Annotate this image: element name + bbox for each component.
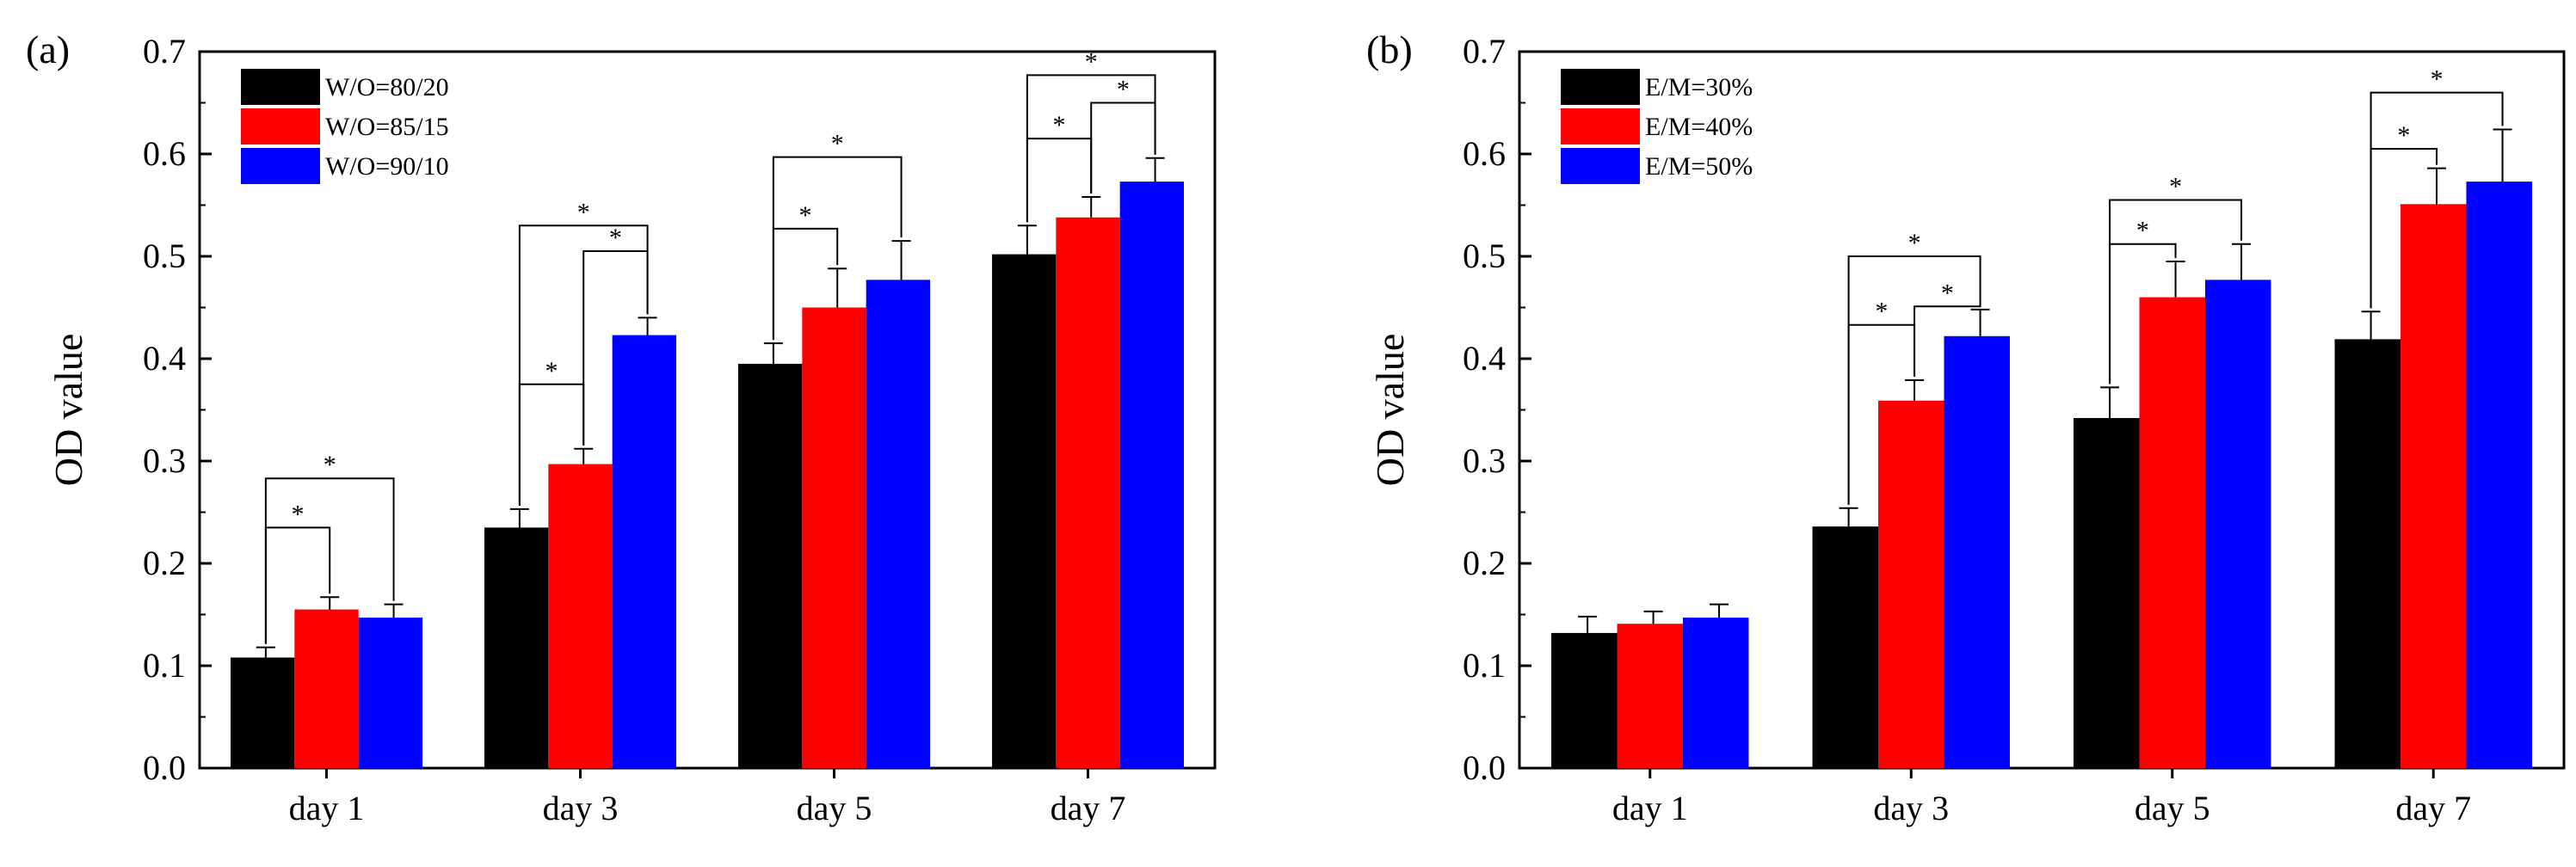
bar — [802, 307, 866, 768]
x-tick-label: day 1 — [289, 789, 365, 827]
y-tick-label: 0.1 — [143, 646, 186, 685]
bar — [991, 254, 1057, 768]
significance-bracket — [2370, 148, 2438, 309]
y-axis-title: OD value — [1368, 334, 1412, 487]
bar — [1617, 624, 1683, 768]
y-tick-label: 0.2 — [143, 544, 186, 582]
bar — [737, 363, 803, 768]
legend-swatch — [1561, 108, 1640, 144]
legend-label: W/O=90/10 — [325, 152, 449, 181]
significance-star: * — [2397, 121, 2410, 150]
x-tick-label: day 7 — [2395, 789, 2471, 827]
legend-swatch — [1561, 69, 1640, 105]
bar — [294, 609, 359, 768]
y-tick-label: 0.4 — [1463, 339, 1506, 378]
panel-label: (a) — [26, 28, 70, 71]
x-tick-label: day 1 — [1612, 789, 1688, 827]
significance-bracket — [582, 250, 649, 446]
x-tick-label: day 5 — [797, 789, 872, 827]
significance-star: * — [2431, 65, 2444, 94]
legend-label: W/O=80/20 — [325, 73, 449, 101]
chart-panel-b: 0.0 0.1 0.2 0.3 0.4 0.5 0.6 0.7 day 1 day 3 day 5 d… — [1366, 28, 2566, 827]
significance-star: * — [577, 198, 590, 226]
legend-label: E/M=50% — [1645, 152, 1753, 181]
y-axis-title: OD value — [46, 334, 90, 487]
significance-bracket — [2109, 243, 2177, 384]
bar — [2466, 181, 2532, 768]
significance-star: * — [1908, 229, 1921, 257]
bar — [358, 618, 423, 768]
bar — [2074, 418, 2140, 768]
significance-star: * — [292, 500, 305, 528]
bar — [866, 280, 931, 768]
bar — [1056, 217, 1120, 768]
significance-bracket — [264, 526, 331, 644]
significance-bracket — [1090, 101, 1156, 194]
bar — [1682, 618, 1749, 768]
y-tick-label: 0.5 — [143, 237, 186, 275]
y-tick-label: 0.5 — [1463, 237, 1506, 275]
bar — [2139, 297, 2205, 769]
bar — [484, 527, 549, 768]
y-tick-label: 0.3 — [143, 441, 186, 480]
y-tick-label: 0.7 — [1463, 32, 1506, 71]
legend-label: W/O=85/15 — [325, 113, 449, 141]
significance-star: * — [799, 201, 812, 230]
bar — [612, 335, 677, 768]
bar — [230, 657, 295, 768]
significance-star: * — [1941, 279, 1954, 307]
y-tick-label: 0.4 — [143, 339, 186, 378]
y-tick-label: 0.3 — [1463, 441, 1506, 480]
x-tick-label: day 7 — [1051, 789, 1126, 827]
bar — [1551, 632, 1618, 768]
legend-swatch — [241, 69, 320, 105]
legend-swatch — [241, 148, 320, 184]
y-tick-label: 0.6 — [143, 134, 186, 173]
significance-star: * — [545, 357, 558, 385]
significance-bracket — [1914, 305, 1981, 377]
bar — [2204, 280, 2271, 768]
significance-bracket — [772, 227, 839, 341]
significance-star: * — [1117, 76, 1130, 104]
y-tick-label: 0.0 — [1463, 748, 1506, 787]
significance-star: * — [2136, 217, 2149, 245]
bar — [1812, 526, 1879, 768]
y-tick-label: 0.7 — [143, 32, 186, 71]
y-tick-label: 0.1 — [1463, 646, 1506, 685]
bar — [1944, 335, 2010, 768]
bar — [1878, 400, 1944, 768]
bar — [2334, 339, 2401, 768]
y-tick-label: 0.0 — [143, 748, 186, 787]
significance-star: * — [609, 224, 622, 252]
legend-swatch — [241, 108, 320, 144]
legend-swatch — [1561, 148, 1640, 184]
significance-bracket — [1026, 138, 1093, 223]
bar — [2400, 204, 2467, 768]
significance-star: * — [1053, 111, 1066, 139]
significance-star: * — [1085, 47, 1098, 76]
x-tick-label: day 5 — [2135, 789, 2210, 827]
y-tick-label: 0.2 — [1463, 544, 1506, 582]
chart-panel-a: 0.0 0.1 0.2 0.3 0.4 0.5 0.6 0.7 day 1 day 3 day 5 d… — [26, 28, 1217, 827]
significance-star: * — [2169, 173, 2182, 201]
x-tick-label: day 3 — [543, 789, 619, 827]
bar — [1119, 181, 1185, 768]
significance-star: * — [831, 130, 844, 158]
legend-label: E/M=30% — [1645, 73, 1753, 101]
bar — [548, 464, 613, 768]
panel-label: (b) — [1366, 28, 1413, 71]
x-tick-label: day 3 — [1873, 789, 1949, 827]
significance-star: * — [324, 451, 336, 479]
significance-star: * — [1875, 298, 1888, 326]
legend-label: E/M=40% — [1645, 113, 1753, 141]
y-tick-label: 0.6 — [1463, 134, 1506, 173]
